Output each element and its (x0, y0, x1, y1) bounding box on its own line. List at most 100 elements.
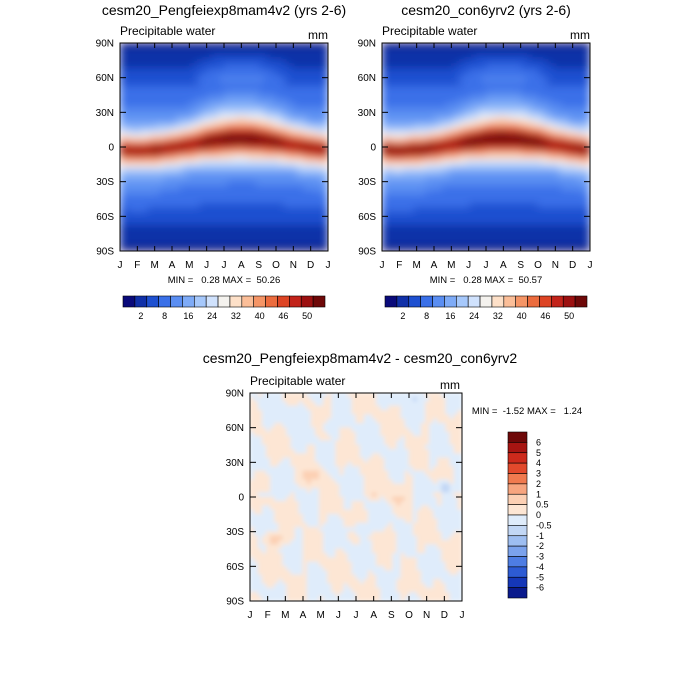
field-cell (171, 43, 177, 48)
field-cell (473, 116, 479, 122)
field-cell (585, 116, 590, 122)
field-cell (235, 138, 241, 143)
field-cell (311, 237, 317, 243)
field-cell (135, 55, 141, 61)
field-cell (469, 151, 475, 156)
field-cell (311, 107, 317, 113)
field-cell (397, 177, 403, 182)
field-cell (529, 77, 535, 83)
field-cell (283, 168, 289, 174)
field-cell (231, 107, 237, 113)
field-cell (477, 77, 483, 83)
field-cell (457, 229, 463, 234)
panel-exp-climatology: cesm20_Pengfeiexp8mam4v2 (yrs 2-6) Preci… (96, 2, 347, 321)
field-cell (139, 133, 145, 139)
field-cell (421, 146, 427, 152)
field-cell (179, 47, 185, 52)
field-cell (385, 151, 391, 156)
field-cell (279, 198, 285, 204)
field-cell (417, 216, 423, 221)
field-cell (311, 133, 317, 139)
field-cell (263, 177, 269, 182)
field-cell (545, 99, 551, 104)
field-cell (231, 237, 237, 243)
field-cell (307, 81, 313, 87)
field-cell (513, 64, 519, 70)
field-cell (413, 77, 419, 83)
field-cell (537, 133, 543, 139)
field-cell (207, 198, 213, 204)
field-cell (235, 107, 241, 113)
field-cell (477, 207, 483, 213)
field-cell (295, 90, 301, 96)
field-cell (207, 112, 213, 117)
field-cell (585, 155, 590, 161)
field-cell (481, 142, 487, 148)
field-cell (143, 142, 149, 148)
field-cell (203, 94, 209, 100)
field-cell (303, 237, 309, 243)
field-cell (545, 107, 551, 113)
field-cell (171, 207, 177, 213)
field-cell (179, 151, 185, 156)
field-cell (429, 90, 435, 96)
field-cell (445, 224, 451, 230)
field-cell (385, 81, 391, 87)
field-cell (445, 43, 451, 48)
field-cell (385, 216, 391, 221)
field-cell (465, 77, 471, 83)
field-cell (179, 103, 185, 109)
field-cell (429, 185, 435, 191)
field-cell (283, 237, 289, 243)
field-cell (163, 181, 169, 187)
field-cell (413, 177, 419, 182)
field-cell (513, 211, 519, 217)
field-cell (175, 220, 181, 226)
field-cell (291, 177, 297, 182)
field-cell (319, 220, 325, 226)
field-cell (577, 229, 583, 234)
field-cell (569, 168, 575, 174)
field-cell (525, 190, 531, 195)
field-cell (251, 120, 257, 126)
field-cell (417, 159, 423, 165)
field-cell (437, 133, 443, 139)
field-cell (311, 203, 317, 208)
field-cell (449, 107, 455, 113)
field-cell (123, 233, 129, 239)
field-cell (397, 120, 403, 126)
field-cell (417, 47, 423, 52)
field-cell (283, 120, 289, 126)
field-cell (251, 64, 257, 70)
field-cell (385, 86, 391, 91)
field-cell (171, 177, 177, 182)
field-cell (155, 125, 161, 130)
field-cell (143, 81, 149, 87)
field-cell (469, 190, 475, 195)
field-cell (533, 107, 539, 113)
field-cell (271, 94, 277, 100)
field-cell (143, 94, 149, 100)
field-cell (581, 198, 587, 204)
field-cell (319, 125, 325, 130)
field-cell (453, 194, 459, 200)
field-cell (155, 86, 161, 91)
field-cell (239, 155, 245, 161)
field-cell (489, 159, 495, 165)
field-cell (501, 86, 507, 91)
field-cell (481, 177, 487, 182)
field-cell (517, 51, 523, 57)
field-cell (545, 73, 551, 78)
field-cell (251, 194, 257, 200)
field-cell (393, 125, 399, 130)
field-cell (167, 229, 173, 234)
field-cell (389, 55, 395, 61)
field-cell (477, 237, 483, 243)
field-cell (481, 68, 487, 74)
field-cell (585, 112, 590, 117)
field-cell (127, 181, 133, 187)
field-cell (263, 90, 269, 96)
field-cell (533, 112, 539, 117)
field-cell (457, 68, 463, 74)
field-cell (473, 133, 479, 139)
